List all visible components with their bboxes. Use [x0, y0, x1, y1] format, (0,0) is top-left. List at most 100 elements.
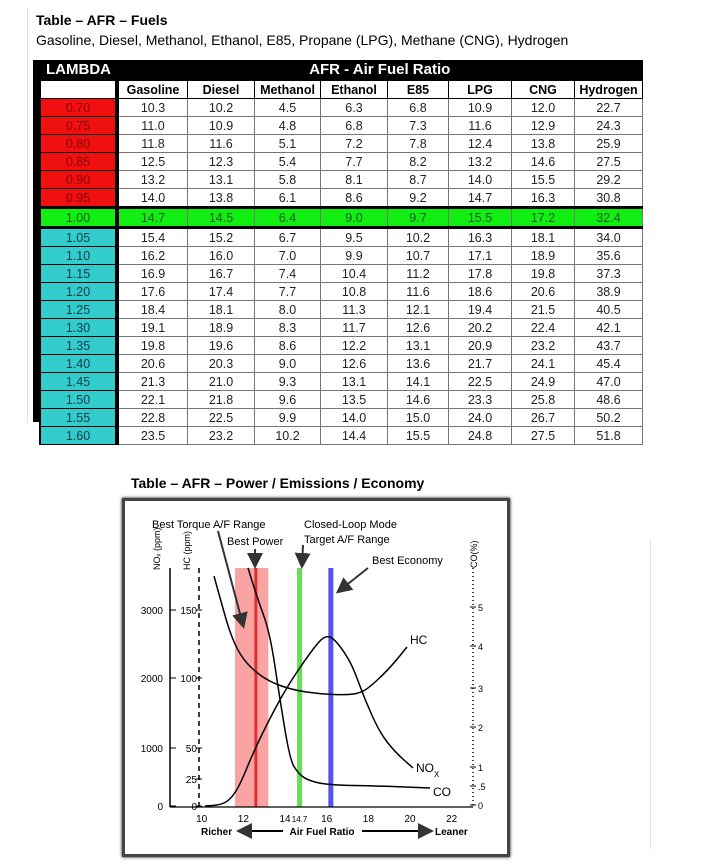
- co-tick-label: .5: [478, 782, 486, 792]
- co-label: CO: [433, 785, 451, 799]
- afr-cell-gasoline: 15.4: [116, 227, 188, 247]
- afr-cell-cng: 20.6: [511, 282, 575, 301]
- afr-cell-diesel: 17.4: [187, 282, 255, 301]
- afr-cell-methanol: 9.9: [254, 408, 321, 427]
- afr-cell-hydrogen: 38.9: [574, 282, 643, 301]
- afr-cell-ethanol: 11.3: [320, 300, 388, 319]
- afr-cell-methanol: 6.1: [254, 188, 321, 208]
- nox-tick-label: 2000: [141, 674, 164, 685]
- afr-cell-diesel: 21.8: [187, 390, 255, 409]
- afr-cell-ethanol: 7.7: [320, 152, 388, 171]
- lambda-cell: 0.95: [39, 188, 119, 208]
- afr-cell-ethanol: 11.7: [320, 318, 388, 337]
- afr-cell-cng: 12.0: [511, 98, 575, 117]
- table-row: 1.10 16.2 16.0 7.0 9.9 10.7 17.1 18.9 35.6: [39, 246, 643, 265]
- co-tick-label: 4: [478, 642, 483, 652]
- table-row: 1.35 19.8 19.6 8.6 12.2 13.1 20.9 23.2 43.7: [39, 336, 643, 355]
- afr-cell-hydrogen: 48.6: [574, 390, 643, 409]
- afr-cell-e85: 7.8: [387, 134, 449, 153]
- afr-cell-diesel: 10.9: [187, 116, 255, 135]
- afr-cell-methanol: 8.0: [254, 300, 321, 319]
- afr-cell-e85: 11.6: [387, 282, 449, 301]
- afr-cell-ethanol: 6.3: [320, 98, 388, 117]
- best-economy-label: Best Economy: [372, 555, 443, 567]
- afr-cell-hydrogen: 50.2: [574, 408, 643, 427]
- afr-cell-cng: 15.5: [511, 170, 575, 189]
- afr-cell-lpg: 16.3: [448, 227, 512, 247]
- afr-cell-e85: 8.2: [387, 152, 449, 171]
- afr-cell-diesel: 12.3: [187, 152, 255, 171]
- margin-guide-left: [27, 8, 28, 423]
- lambda-cell: 1.55: [39, 408, 119, 427]
- column-header-diesel: Diesel: [187, 80, 255, 99]
- afr-cell-hydrogen: 30.8: [574, 188, 643, 208]
- x-tick-label: 12: [238, 814, 250, 825]
- afr-cell-lpg: 12.4: [448, 134, 512, 153]
- afr-cell-cng: 25.8: [511, 390, 575, 409]
- closed-loop-arrow: [294, 544, 311, 569]
- table-row: 1.60 23.5 23.2 10.2 14.4 15.5 24.8 27.5 51.8: [39, 426, 643, 445]
- afr-cell-hydrogen: 32.4: [574, 206, 643, 229]
- afr-cell-hydrogen: 35.6: [574, 246, 643, 265]
- afr-cell-ethanol: 7.2: [320, 134, 388, 153]
- lambda-header: LAMBDA: [40, 60, 117, 81]
- afr-cell-hydrogen: 25.9: [574, 134, 643, 153]
- afr-cell-ethanol: 9.9: [320, 246, 388, 265]
- afr-cell-hydrogen: 40.5: [574, 300, 643, 319]
- afr-cell-hydrogen: 45.4: [574, 354, 643, 373]
- lambda-cell: 1.35: [39, 336, 119, 355]
- column-header-gasoline: Gasoline: [116, 80, 188, 99]
- hc-curve: [213, 575, 408, 696]
- hc-tick-label: 150: [180, 606, 197, 617]
- afr-cell-lpg: 20.2: [448, 318, 512, 337]
- afr-cell-hydrogen: 43.7: [574, 336, 643, 355]
- afr-cell-gasoline: 11.8: [116, 134, 188, 153]
- afr-cell-gasoline: 16.9: [116, 264, 188, 283]
- lambda-cell: 0.90: [39, 170, 119, 189]
- section2-title: Table – AFR – Power / Emissions / Econom…: [131, 475, 425, 491]
- afr-cell-gasoline: 22.8: [116, 408, 188, 427]
- afr-cell-gasoline: 14.0: [116, 188, 188, 208]
- afr-cell-lpg: 24.8: [448, 426, 512, 445]
- nox-tick-label: 0: [157, 802, 163, 813]
- x-tick-label: 14: [279, 814, 291, 825]
- afr-cell-methanol: 9.0: [254, 354, 321, 373]
- afr-cell-diesel: 20.3: [187, 354, 255, 373]
- afr-cell-cng: 13.8: [511, 134, 575, 153]
- co-axis-title: CO(%): [469, 541, 479, 569]
- x-axis-title: Air Fuel Ratio: [289, 827, 354, 838]
- afr-cell-hydrogen: 34.0: [574, 227, 643, 247]
- afr-cell-lpg: 14.7: [448, 188, 512, 208]
- afr-cell-cng: 23.2: [511, 336, 575, 355]
- afr-cell-gasoline: 13.2: [116, 170, 188, 189]
- afr-cell-diesel: 10.2: [187, 98, 255, 117]
- afr-cell-methanol: 9.3: [254, 372, 321, 391]
- lambda-cell: 1.40: [39, 354, 119, 373]
- afr-cell-methanol: 7.7: [254, 282, 321, 301]
- lambda-cell: 0.80: [39, 134, 119, 153]
- lambda-cell: 1.25: [39, 300, 119, 319]
- afr-cell-diesel: 15.2: [187, 227, 255, 247]
- afr-cell-gasoline: 17.6: [116, 282, 188, 301]
- best-economy-band: [328, 568, 334, 807]
- afr-cell-ethanol: 9.5: [320, 227, 388, 247]
- afr-cell-methanol: 6.7: [254, 227, 321, 247]
- afr-cell-diesel: 21.0: [187, 372, 255, 391]
- column-header-ethanol: Ethanol: [320, 80, 388, 99]
- afr-cell-methanol: 5.8: [254, 170, 321, 189]
- afr-cell-cng: 26.7: [511, 408, 575, 427]
- table-row: 0.70 10.3 10.2 4.5 6.3 6.8 10.9 12.0 22.7: [39, 98, 643, 117]
- afr-cell-methanol: 10.2: [254, 426, 321, 445]
- afr-cell-lpg: 17.8: [448, 264, 512, 283]
- lambda-cell: 1.00: [39, 206, 119, 229]
- best-economy-arrow: [335, 567, 369, 594]
- x-tick-label: 10: [196, 814, 208, 825]
- table-row: 1.05 15.4 15.2 6.7 9.5 10.2 16.3 18.1 34.0: [39, 227, 643, 247]
- hc-tick-label: 0: [191, 802, 197, 813]
- column-header-e85: E85: [387, 80, 449, 99]
- afr-cell-methanol: 7.0: [254, 246, 321, 265]
- emissions-chart: 3000 2000 1000 0 150 100 50 25 0 5 4 3 2 1 .5 0 NOₓ (ppm…: [122, 498, 510, 857]
- afr-cell-ethanol: 12.2: [320, 336, 388, 355]
- afr-cell-diesel: 19.6: [187, 336, 255, 355]
- co-tick-label: 0: [478, 801, 483, 811]
